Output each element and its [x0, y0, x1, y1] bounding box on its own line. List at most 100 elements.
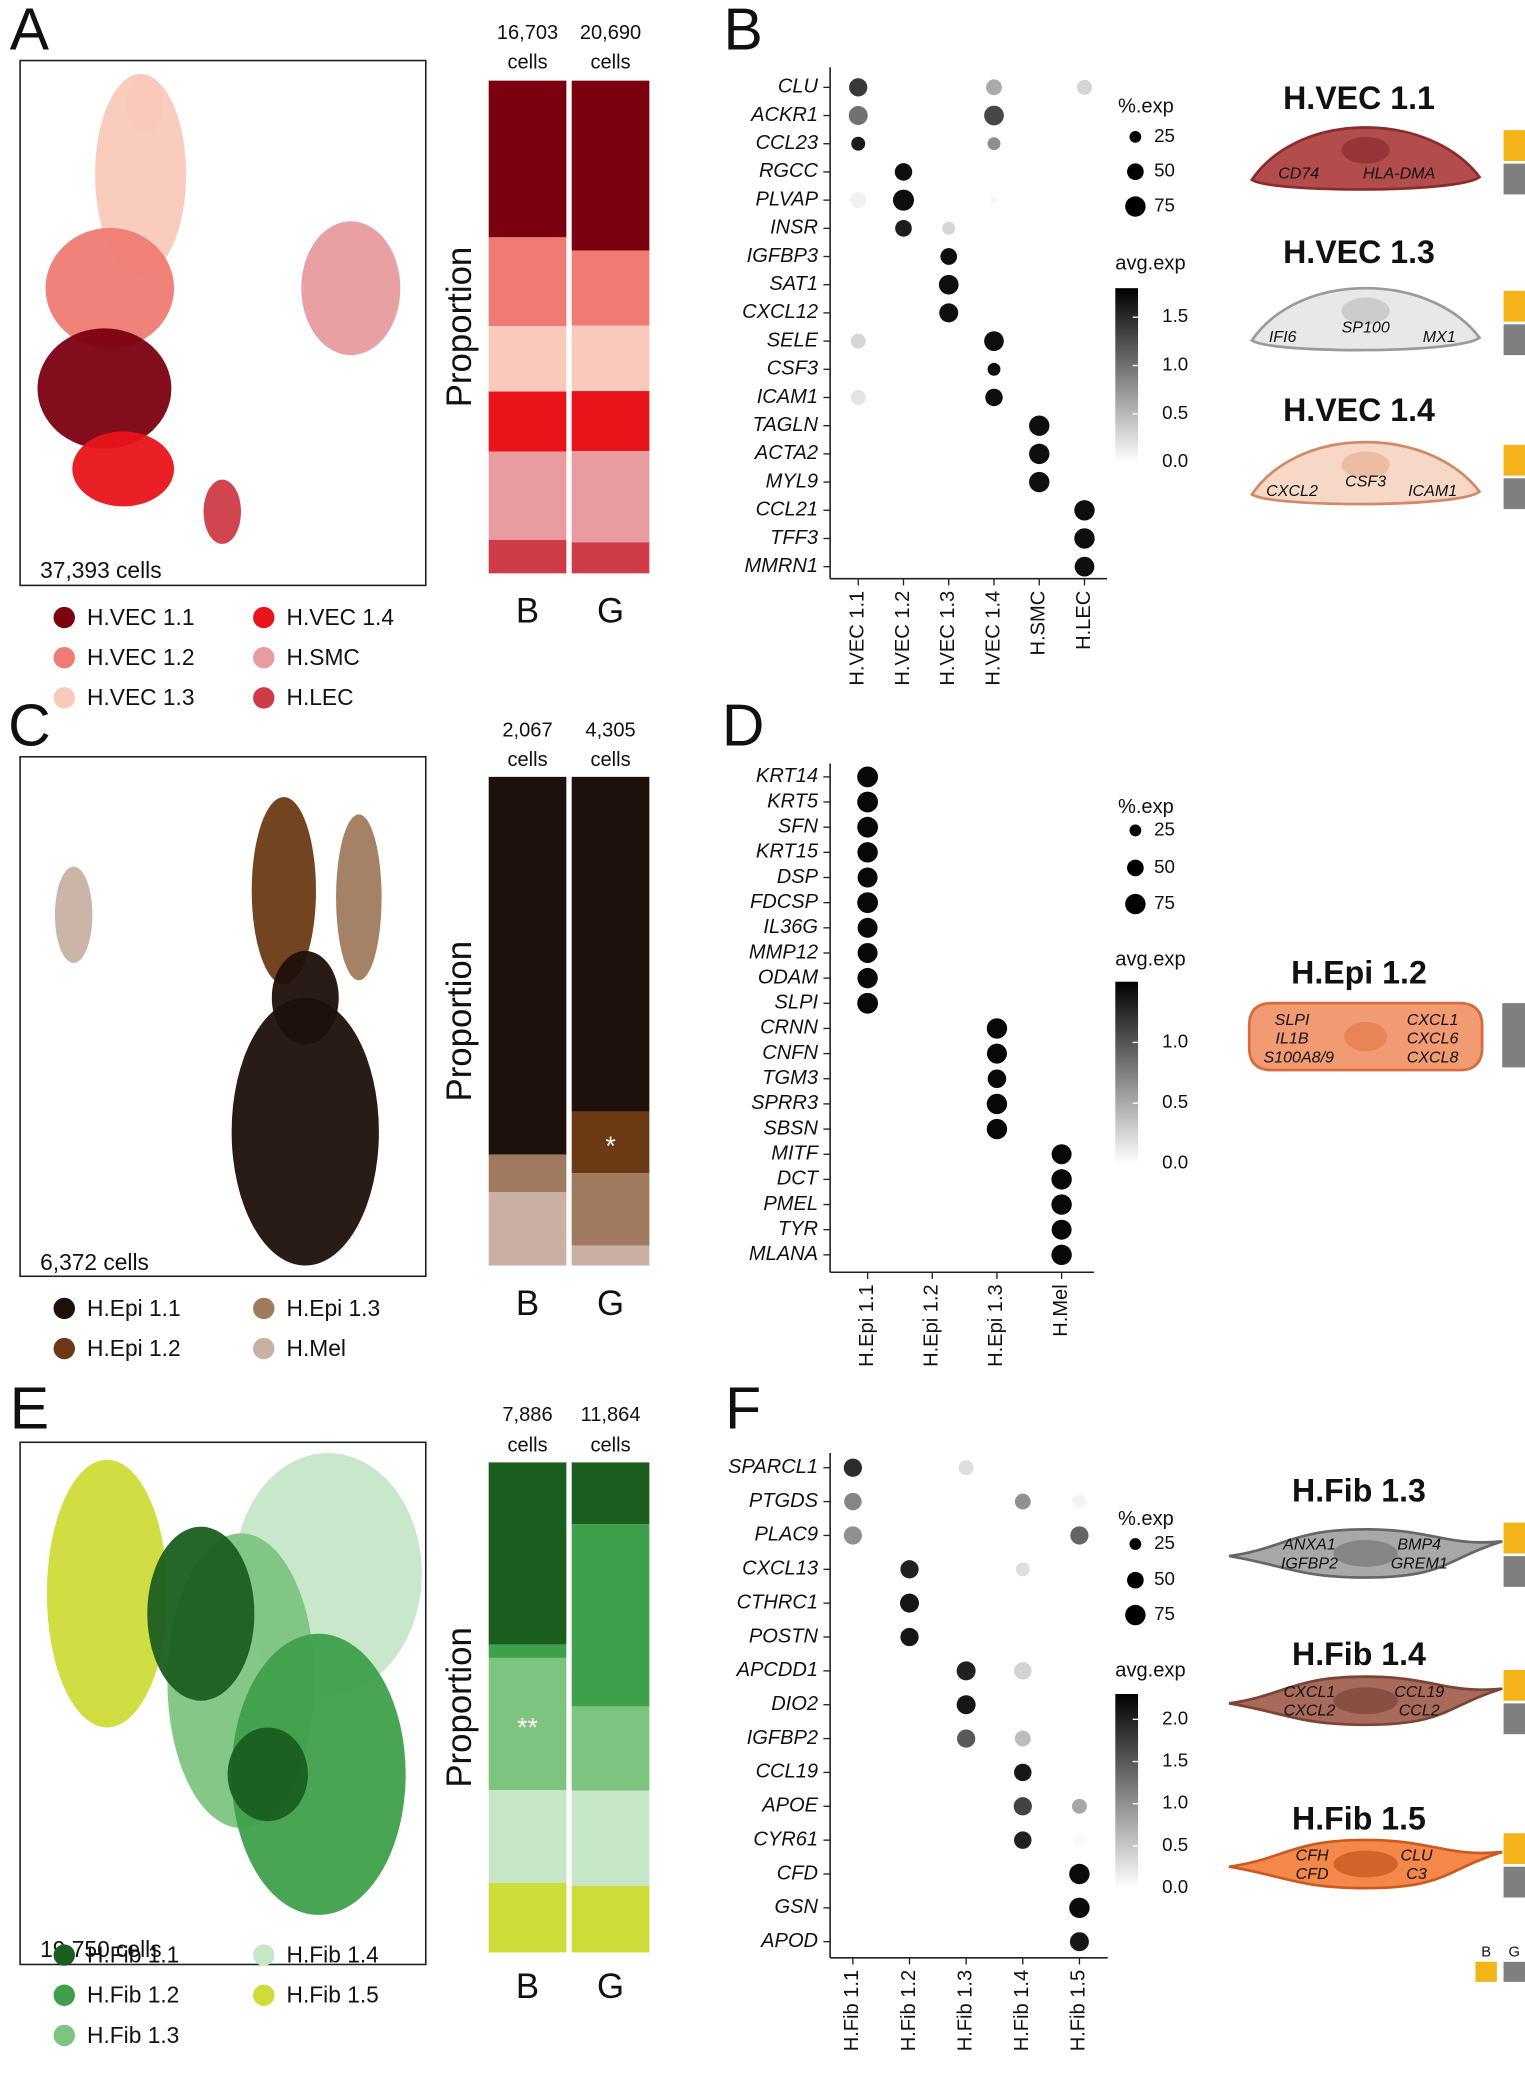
umap-cluster	[72, 431, 175, 507]
dot	[857, 992, 879, 1014]
dot	[1015, 1562, 1030, 1577]
cluster-label: H.LEC	[1073, 591, 1095, 650]
size-legend-label: 50	[1154, 160, 1175, 181]
panel-letter: C	[8, 694, 51, 759]
dot	[1029, 415, 1050, 436]
legend-label: H.VEC 1.4	[287, 604, 394, 630]
umap-cluster	[46, 1459, 168, 1728]
umap-frame	[19, 755, 427, 1278]
bar-segment	[571, 250, 650, 326]
color-bar-label: 1.5	[1162, 1749, 1188, 1770]
color-bar-label: 0.0	[1162, 1876, 1188, 1897]
dot	[850, 390, 866, 405]
color-legend-title: avg.exp	[1115, 949, 1185, 971]
dot	[857, 892, 879, 914]
gene-label: INSR	[770, 217, 818, 239]
cell-gene: CXCL1	[1284, 1683, 1336, 1701]
dot	[1051, 1219, 1072, 1240]
legend-label: H.Fib 1.5	[287, 1982, 379, 2008]
umap-cluster	[147, 1526, 255, 1701]
dot	[900, 1593, 920, 1613]
legend-swatch	[253, 1984, 275, 2006]
legend-swatch	[53, 1984, 75, 2006]
color-bar-label: 0.0	[1162, 450, 1188, 471]
dot	[986, 1093, 1008, 1115]
bar-segment	[488, 1462, 567, 1645]
gene-label: MMRN1	[744, 555, 818, 577]
dot	[1029, 443, 1050, 465]
bar-count-unit: cells	[507, 1435, 547, 1457]
indicator	[1503, 1866, 1525, 1898]
umap-frame	[19, 59, 427, 587]
color-bar	[1115, 1694, 1139, 1889]
gene-label: KRT5	[767, 790, 819, 812]
umap-cluster	[231, 997, 379, 1266]
gene-label: MYL9	[766, 470, 818, 492]
panel-letter: E	[10, 1376, 49, 1441]
bar-count-unit: cells	[590, 749, 630, 771]
cell-gene: CXCL1	[1407, 1011, 1459, 1029]
dot	[857, 917, 878, 938]
color-bar-label: 0.5	[1162, 402, 1188, 423]
significance: *	[605, 1131, 615, 1161]
dot	[940, 248, 958, 265]
cell-gene: IFI6	[1269, 328, 1297, 346]
panel-letter: F	[725, 1376, 761, 1441]
bar-segment	[571, 1885, 650, 1953]
legend-label: H.Epi 1.2	[87, 1335, 181, 1361]
indicator	[1503, 130, 1525, 161]
cell-nucleus	[1333, 1687, 1398, 1715]
bar-segment	[571, 391, 650, 452]
legend-label: H.VEC 1.1	[87, 604, 194, 630]
bar-segment	[488, 391, 567, 452]
bar-segment	[488, 1790, 567, 1883]
dot	[857, 867, 878, 888]
legend-swatch	[53, 1337, 75, 1360]
dot	[857, 842, 878, 863]
cell-gene: CCL19	[1394, 1683, 1444, 1701]
x-tick-label: G	[597, 592, 624, 631]
cluster-label: H.Fib 1.4	[1011, 1970, 1033, 2051]
dot	[1013, 1797, 1032, 1816]
bar-segment	[488, 539, 567, 574]
dot	[1074, 500, 1095, 521]
dot	[843, 1526, 863, 1545]
dot	[956, 1695, 976, 1715]
dot	[851, 136, 866, 151]
bar-segment	[571, 1524, 650, 1707]
cluster-label: H.VEC 1.3	[937, 591, 959, 686]
bar-segment	[571, 1706, 650, 1791]
bar-segment	[571, 542, 650, 574]
cell-gene: CLU	[1400, 1846, 1433, 1864]
color-bar	[1115, 981, 1139, 1164]
bar-segment	[488, 1192, 567, 1266]
gene-label: CLU	[778, 76, 819, 98]
bar-segment	[488, 451, 567, 540]
color-legend-title: avg.exp	[1115, 1660, 1185, 1682]
cluster-label: H.Fib 1.3	[954, 1970, 976, 2051]
gene-label: ACKR1	[750, 104, 818, 126]
cell-gene: CFD	[1296, 1865, 1329, 1883]
legend-swatch	[53, 1944, 75, 1966]
cell-gene: CFH	[1296, 1846, 1329, 1864]
dot	[857, 816, 879, 838]
cluster-label: H.Mel	[1050, 1284, 1072, 1336]
legend-swatch	[53, 646, 75, 669]
gene-label: IGFBP2	[747, 1727, 818, 1749]
size-legend-dot	[1127, 1571, 1144, 1589]
bar-count: 7,886	[502, 1404, 552, 1426]
umap-cluster	[203, 479, 242, 544]
cluster-label: H.Epi 1.3	[985, 1284, 1007, 1367]
color-bar-label: 0.0	[1162, 1152, 1188, 1173]
size-legend-dot	[1125, 1604, 1146, 1626]
legend-swatch	[253, 1337, 275, 1360]
dot	[987, 362, 1001, 376]
indicator	[1503, 1522, 1525, 1554]
indicator	[1503, 1556, 1525, 1587]
gene-label: SFN	[778, 815, 819, 837]
gene-label: ACTA2	[754, 442, 818, 464]
dot	[1077, 79, 1092, 95]
gene-label: SELE	[767, 329, 819, 351]
cluster-label: H.Fib 1.5	[1068, 1970, 1090, 2051]
dot	[848, 106, 868, 126]
